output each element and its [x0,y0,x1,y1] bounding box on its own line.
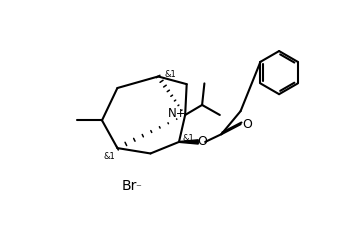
Text: ⁻: ⁻ [135,184,141,193]
Text: N+: N+ [168,107,187,120]
Text: Br: Br [121,179,137,193]
Text: &1: &1 [183,134,195,143]
Text: &1: &1 [164,70,176,79]
Polygon shape [179,140,198,144]
Text: O: O [242,118,252,131]
Text: &1: &1 [103,152,115,161]
Text: O: O [197,135,207,148]
